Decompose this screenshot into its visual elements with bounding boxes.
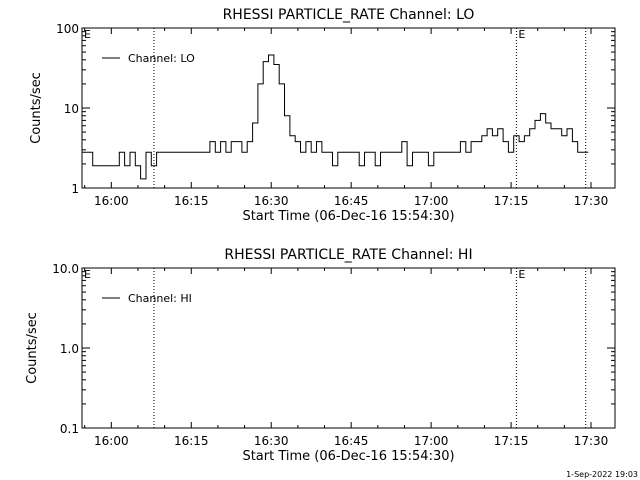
x-tick-label: 17:15	[494, 194, 529, 208]
x-tick-label: 16:30	[254, 194, 289, 208]
x-tick-label: 16:30	[254, 434, 289, 448]
x-tick-label: 17:15	[494, 434, 529, 448]
x-tick-label: 17:00	[414, 434, 449, 448]
timestamp: 1-Sep-2022 19:03	[566, 470, 638, 479]
x-tick-label: 17:30	[574, 194, 609, 208]
y-tick-label: 0.1	[60, 422, 79, 436]
x-axis-label: Start Time (06-Dec-16 15:54:30)	[242, 209, 454, 224]
x-tick-label: 17:00	[414, 194, 449, 208]
x-tick-label: 16:15	[174, 434, 209, 448]
y-tick-label: 1	[71, 182, 79, 196]
y-axis-label: Counts/sec	[25, 312, 40, 384]
time-marker-label: E	[518, 268, 525, 281]
chart-title: RHESSI PARTICLE_RATE Channel: LO	[223, 7, 475, 23]
panel-hi: RHESSI PARTICLE_RATE Channel: HI Counts/s…	[25, 247, 616, 464]
x-tick-label: 17:30	[574, 434, 609, 448]
legend-label: Channel: LO	[128, 52, 195, 65]
y-tick-label: 1.0	[60, 342, 79, 356]
legend-label: Channel: HI	[128, 292, 192, 305]
y-axis-label: Counts/sec	[29, 72, 44, 144]
x-tick-label: 16:45	[334, 194, 369, 208]
y-tick-label: 10.0	[52, 262, 79, 276]
series-line	[82, 54, 589, 180]
corner-label: E	[84, 268, 91, 281]
panel-lo: RHESSI PARTICLE_RATE Channel: LO Counts/s…	[29, 7, 616, 224]
y-tick-label: 10	[64, 102, 79, 116]
x-tick-label: 16:45	[334, 434, 369, 448]
corner-label: E	[84, 28, 91, 41]
x-axis-label: Start Time (06-Dec-16 15:54:30)	[242, 449, 454, 464]
x-tick-label: 16:00	[94, 434, 129, 448]
x-tick-label: 16:00	[94, 194, 129, 208]
chart-title: RHESSI PARTICLE_RATE Channel: HI	[224, 247, 472, 263]
time-marker-label: E	[518, 28, 525, 41]
y-tick-label: 100	[56, 22, 79, 36]
x-tick-label: 16:15	[174, 194, 209, 208]
